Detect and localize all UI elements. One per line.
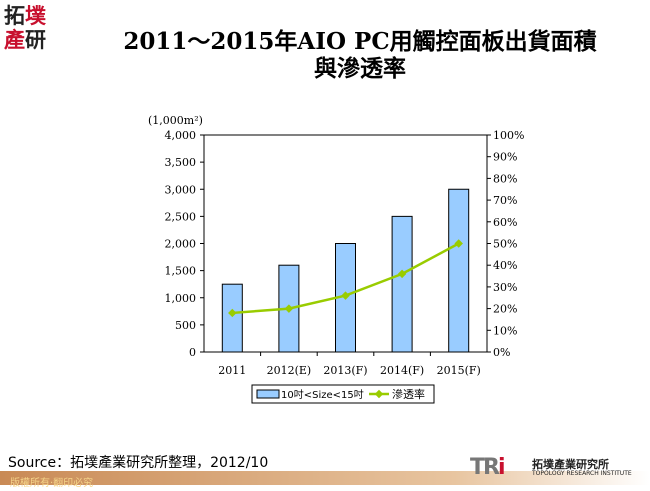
y2-tick-label: 30%: [493, 281, 517, 294]
line-marker: [341, 291, 350, 300]
y-unit-label: (1,000m²): [148, 114, 203, 127]
line-marker: [454, 239, 463, 248]
title-line2: 與滲透率: [314, 55, 406, 82]
title-line1: 2011～2015年AIO PC用觸控面板出貨面積: [123, 28, 597, 55]
y2-tick-label: 50%: [493, 238, 517, 251]
chart: 0 500 1,000 1,500 2,000 2,500 3,000 3,500 4,000 0…: [148, 114, 524, 404]
y2-tick-label: 60%: [493, 216, 517, 229]
y2-tick-label: 100%: [493, 129, 524, 142]
source-note: Source：拓墣產業研究所整理，2012/10: [8, 455, 269, 471]
legend-swatch-bar: [256, 389, 280, 399]
y2-tick-label: 20%: [493, 303, 517, 316]
y-tick-label: 2,000: [165, 238, 197, 251]
x-tick-label: 2014(F): [380, 364, 424, 377]
y2-tick-label: 0%: [493, 346, 510, 359]
bar: [221, 283, 243, 353]
bar: [391, 215, 413, 353]
y-tick-label: 0: [189, 346, 196, 359]
x-tick-label: 2015(F): [437, 364, 481, 377]
bar: [448, 188, 470, 353]
y-tick-label: 4,000: [165, 129, 197, 142]
y-tick-label: 500: [175, 319, 196, 332]
line-marker: [228, 308, 237, 318]
y2-tick-label: 70%: [493, 194, 517, 207]
line-marker: [397, 269, 407, 279]
brand-logo: TRi 拓墣產業研究所 TOPOLOGY RESEARCH INSTITUTE: [470, 455, 632, 480]
legend-label-line: 滲透率: [392, 387, 425, 401]
legend-marker: [374, 389, 384, 399]
x-tick-label: 2011: [218, 364, 246, 377]
copyright: 版權所有‧翻印必究: [10, 478, 94, 489]
y-tick-label: 2,500: [165, 210, 197, 223]
y2-tick-label: 90%: [493, 151, 517, 164]
x-tick-label: 2012(E): [267, 364, 312, 377]
y2-tick-label: 80%: [493, 172, 517, 185]
x-tick-label: 2013(F): [323, 364, 367, 377]
legend-label-bar: 10吋<Size<15吋: [281, 389, 364, 401]
line-marker: [284, 304, 294, 313]
y-tick-label: 3,000: [165, 183, 197, 196]
y-tick-label: 3,500: [165, 156, 197, 169]
y2-tick-label: 40%: [493, 259, 517, 272]
y2-tick-label: 10%: [493, 324, 517, 337]
footer-bar: 版權所有‧翻印必究: [0, 471, 650, 489]
y-tick-label: 1,000: [165, 292, 197, 305]
page-title: 2011～2015年AIO PC用觸控面板出貨面積 與滲透率: [70, 28, 650, 82]
logo: 拓墣 產研: [4, 4, 46, 52]
y-tick-label: 1,500: [165, 265, 197, 278]
legend: [251, 384, 435, 404]
